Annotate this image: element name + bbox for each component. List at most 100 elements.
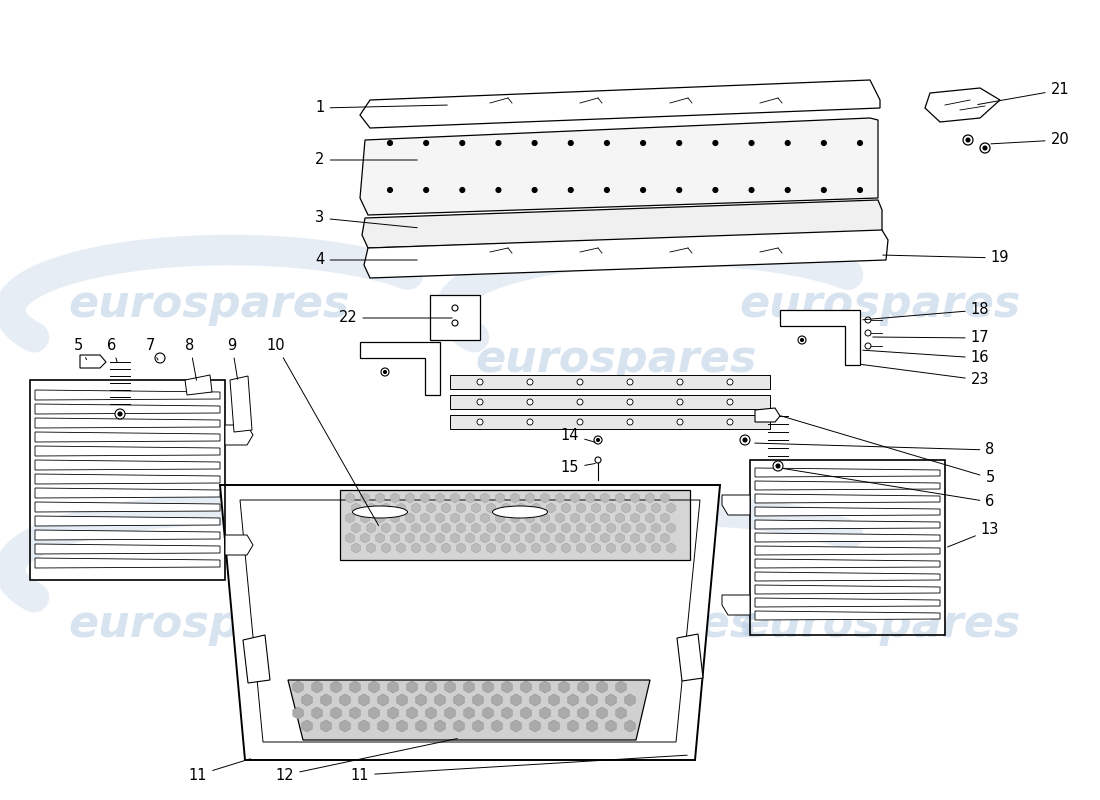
Polygon shape bbox=[456, 503, 465, 513]
Polygon shape bbox=[442, 543, 450, 553]
Circle shape bbox=[596, 438, 600, 442]
Circle shape bbox=[155, 353, 165, 363]
Polygon shape bbox=[426, 681, 437, 693]
Ellipse shape bbox=[352, 506, 407, 518]
Text: 8: 8 bbox=[755, 442, 994, 458]
Polygon shape bbox=[780, 310, 860, 365]
Polygon shape bbox=[450, 375, 770, 389]
Polygon shape bbox=[607, 523, 615, 533]
Polygon shape bbox=[517, 523, 526, 533]
Polygon shape bbox=[406, 493, 415, 503]
Polygon shape bbox=[585, 533, 594, 543]
Circle shape bbox=[676, 399, 683, 405]
Polygon shape bbox=[601, 533, 609, 543]
Polygon shape bbox=[416, 694, 426, 706]
Polygon shape bbox=[376, 533, 384, 543]
Text: 4: 4 bbox=[316, 253, 417, 267]
Polygon shape bbox=[483, 707, 493, 719]
Polygon shape bbox=[616, 681, 626, 693]
Text: 1: 1 bbox=[316, 101, 448, 115]
Polygon shape bbox=[492, 720, 503, 732]
Polygon shape bbox=[360, 80, 880, 128]
Polygon shape bbox=[637, 543, 646, 553]
Polygon shape bbox=[502, 543, 510, 553]
Circle shape bbox=[640, 187, 646, 193]
Polygon shape bbox=[377, 720, 388, 732]
Polygon shape bbox=[607, 543, 615, 553]
Polygon shape bbox=[427, 543, 436, 553]
Polygon shape bbox=[427, 503, 436, 513]
Polygon shape bbox=[420, 513, 429, 523]
Text: 5: 5 bbox=[781, 416, 994, 486]
Polygon shape bbox=[630, 513, 639, 523]
Polygon shape bbox=[556, 513, 564, 523]
Polygon shape bbox=[621, 503, 630, 513]
Circle shape bbox=[477, 399, 483, 405]
Polygon shape bbox=[35, 390, 220, 400]
Polygon shape bbox=[531, 503, 540, 513]
Polygon shape bbox=[502, 503, 510, 513]
Polygon shape bbox=[411, 543, 420, 553]
Text: 20: 20 bbox=[991, 133, 1069, 147]
Circle shape bbox=[496, 141, 500, 146]
Text: 11: 11 bbox=[189, 759, 251, 782]
Circle shape bbox=[962, 135, 974, 145]
Polygon shape bbox=[345, 513, 354, 523]
Polygon shape bbox=[382, 523, 390, 533]
Circle shape bbox=[627, 399, 632, 405]
Polygon shape bbox=[456, 543, 465, 553]
Polygon shape bbox=[562, 523, 570, 533]
Polygon shape bbox=[486, 503, 495, 513]
Polygon shape bbox=[35, 530, 220, 540]
Polygon shape bbox=[601, 513, 609, 523]
Polygon shape bbox=[331, 681, 341, 693]
Polygon shape bbox=[571, 493, 580, 503]
Circle shape bbox=[595, 457, 601, 463]
Text: 12: 12 bbox=[276, 738, 458, 782]
Polygon shape bbox=[586, 720, 597, 732]
Polygon shape bbox=[35, 544, 220, 554]
Polygon shape bbox=[606, 694, 616, 706]
Polygon shape bbox=[230, 376, 252, 432]
Polygon shape bbox=[426, 707, 437, 719]
Text: 8: 8 bbox=[186, 338, 197, 380]
Circle shape bbox=[983, 146, 987, 150]
Polygon shape bbox=[483, 681, 493, 693]
Polygon shape bbox=[472, 543, 481, 553]
Circle shape bbox=[496, 187, 500, 193]
Polygon shape bbox=[559, 681, 569, 693]
Polygon shape bbox=[368, 707, 379, 719]
Polygon shape bbox=[352, 523, 361, 533]
Polygon shape bbox=[416, 720, 426, 732]
Circle shape bbox=[532, 187, 537, 193]
Circle shape bbox=[749, 187, 754, 193]
Polygon shape bbox=[35, 446, 220, 456]
Polygon shape bbox=[755, 598, 940, 607]
Polygon shape bbox=[360, 118, 878, 215]
Circle shape bbox=[460, 187, 465, 193]
Polygon shape bbox=[556, 533, 564, 543]
Polygon shape bbox=[755, 585, 940, 594]
Polygon shape bbox=[360, 342, 440, 395]
Polygon shape bbox=[526, 533, 535, 543]
Bar bbox=[750, 460, 945, 635]
Polygon shape bbox=[568, 694, 579, 706]
Polygon shape bbox=[345, 533, 354, 543]
Polygon shape bbox=[366, 543, 375, 553]
Circle shape bbox=[822, 141, 826, 146]
Polygon shape bbox=[667, 543, 675, 553]
Text: eurospares: eurospares bbox=[739, 602, 1021, 646]
Circle shape bbox=[527, 379, 534, 385]
Polygon shape bbox=[226, 425, 253, 445]
Circle shape bbox=[742, 438, 747, 442]
Polygon shape bbox=[352, 503, 361, 513]
Polygon shape bbox=[661, 513, 669, 523]
Polygon shape bbox=[444, 707, 455, 719]
Polygon shape bbox=[340, 694, 350, 706]
Text: 19: 19 bbox=[883, 250, 1010, 266]
Polygon shape bbox=[406, 513, 415, 523]
Polygon shape bbox=[540, 681, 550, 693]
Polygon shape bbox=[382, 503, 390, 513]
Circle shape bbox=[118, 412, 122, 416]
Polygon shape bbox=[646, 513, 654, 523]
